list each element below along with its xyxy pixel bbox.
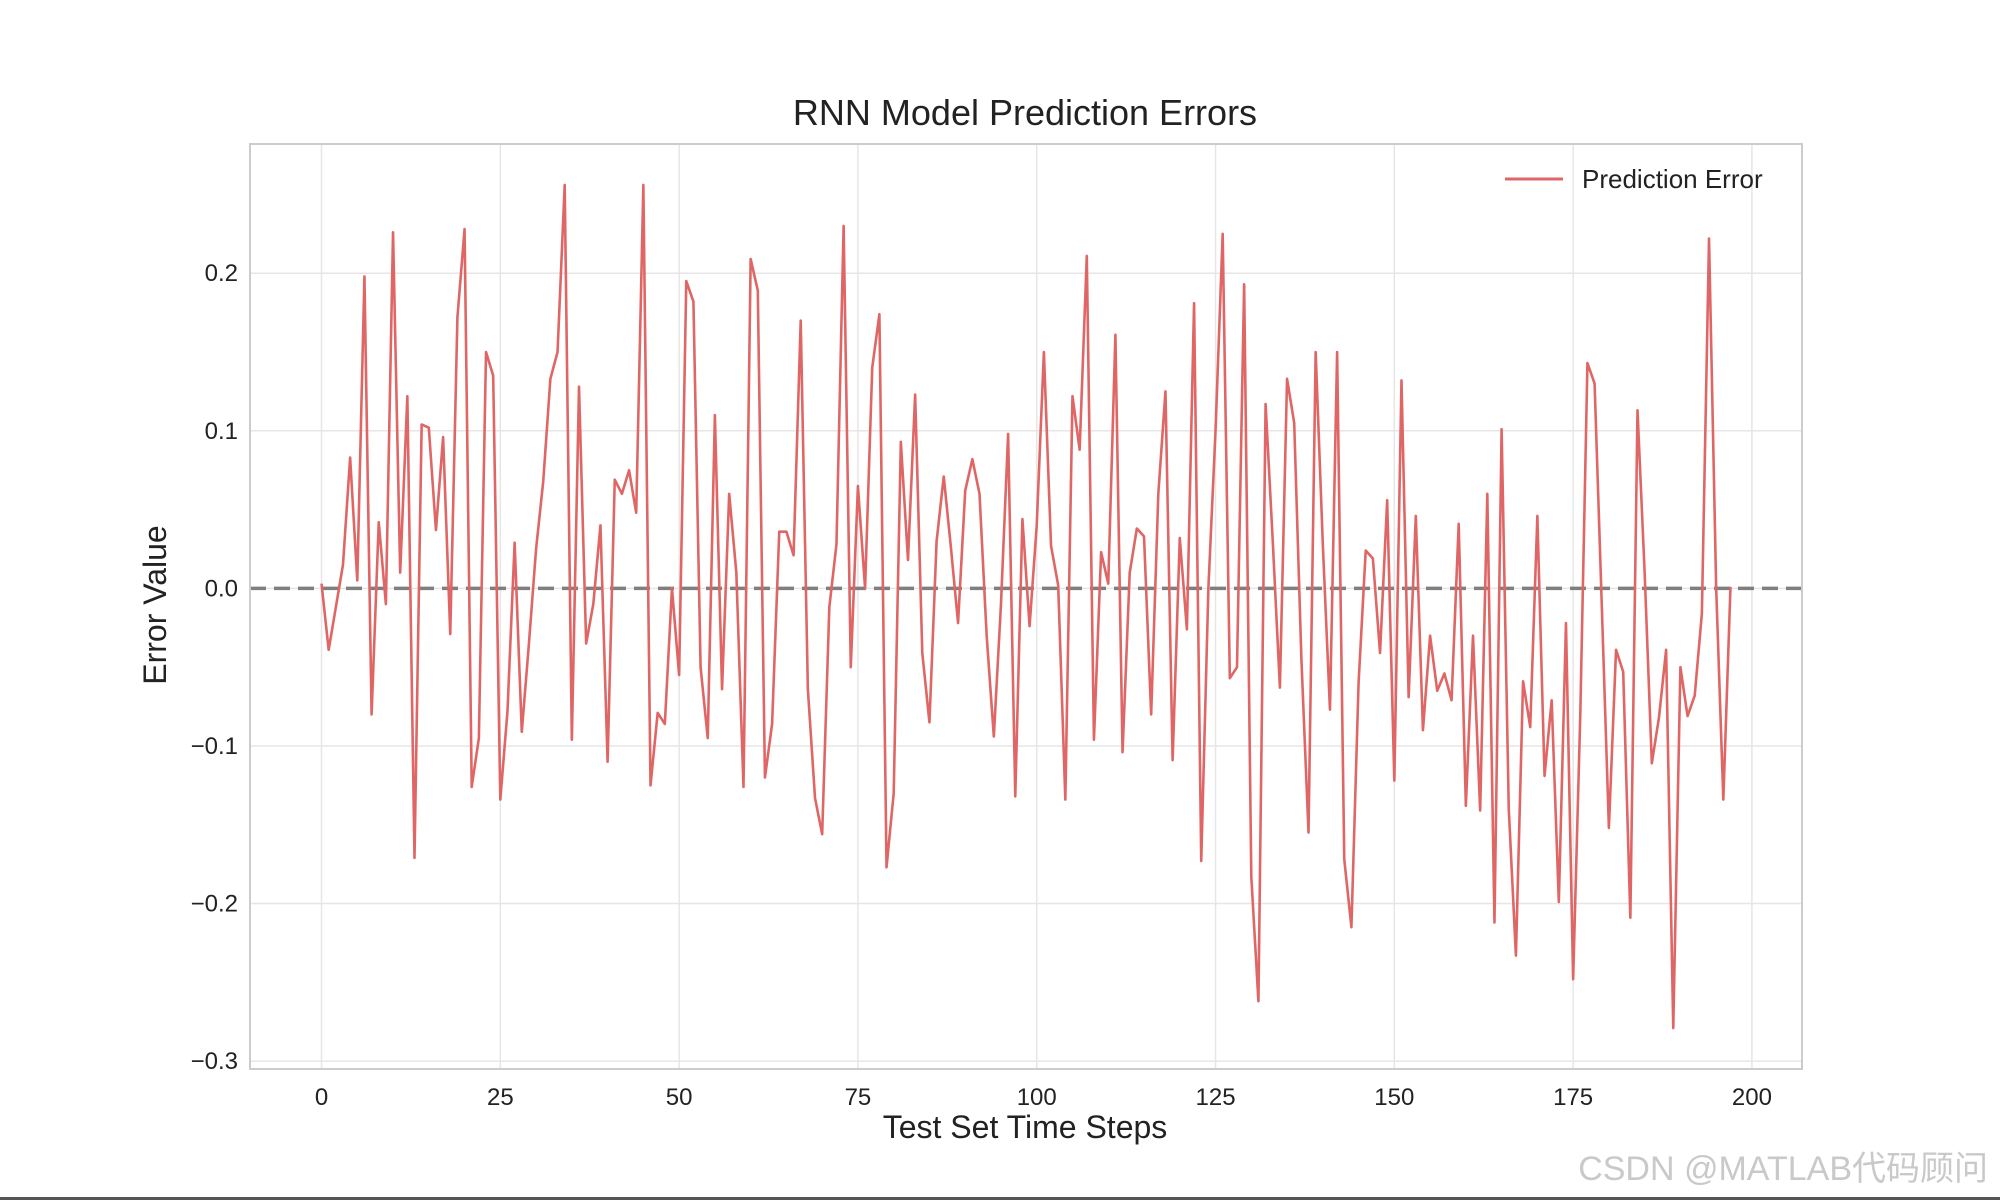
y-tick-labels: −0.3 −0.2 −0.1 0.0 0.1 0.2 (191, 260, 238, 1075)
series-group (320, 183, 1732, 1030)
x-tick-label-200: 200 (1732, 1084, 1772, 1111)
x-tick-label-75: 75 (845, 1084, 872, 1111)
x-axis-label: Test Set Time Steps (883, 1109, 1168, 1145)
x-tick-label-100: 100 (1017, 1084, 1057, 1111)
x-tick-label-150: 150 (1374, 1084, 1414, 1111)
y-tick-label-5: 0.2 (205, 260, 238, 287)
x-tick-labels: 0 25 50 75 100 125 150 175 200 (315, 1084, 1772, 1111)
legend: Prediction Error (1505, 164, 1763, 194)
x-tick-label-25: 25 (487, 1084, 514, 1111)
x-tick-label-125: 125 (1196, 1084, 1236, 1111)
x-tick-label-175: 175 (1553, 1084, 1593, 1111)
bottom-rule (0, 1197, 2000, 1200)
x-tick-label-50: 50 (666, 1084, 693, 1111)
y-axis-label: Error Value (137, 525, 173, 684)
y-tick-label-0: −0.3 (191, 1048, 238, 1075)
x-tick-label-0: 0 (315, 1084, 328, 1111)
chart-title: RNN Model Prediction Errors (793, 92, 1257, 133)
y-tick-label-4: 0.1 (205, 418, 238, 445)
grid (250, 144, 1802, 1069)
legend-label-prediction-error: Prediction Error (1582, 164, 1763, 194)
plot-frame (249, 143, 1803, 1070)
series-line-prediction-error (320, 183, 1732, 1030)
watermark: CSDN @MATLAB代码顾问 (1578, 1150, 1988, 1188)
y-tick-label-2: −0.1 (191, 733, 238, 760)
y-tick-label-3: 0.0 (205, 575, 238, 602)
y-tick-label-1: −0.2 (191, 891, 238, 918)
